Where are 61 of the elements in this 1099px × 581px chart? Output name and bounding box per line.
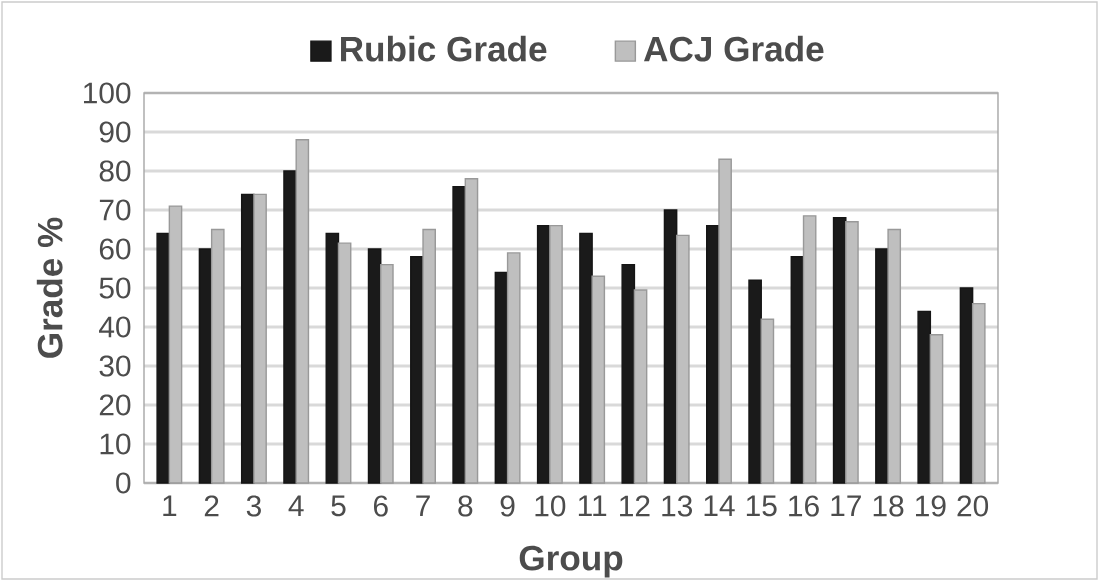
bar [845, 220, 859, 484]
x-tick-label: 17 [831, 495, 861, 516]
bar [760, 318, 775, 484]
bar [971, 302, 986, 484]
bar [295, 139, 310, 484]
y-tick-label: 70 [99, 199, 131, 221]
y-tick-label: 90 [99, 121, 131, 143]
x-tick-label: 12 [620, 495, 650, 517]
x-tick-label: 13 [662, 495, 693, 517]
x-tick-label: 9 [500, 495, 515, 517]
bar [887, 228, 902, 484]
legend-label: ACJ Grade [643, 35, 824, 62]
bar [506, 252, 521, 484]
x-tick-label: 5 [331, 495, 346, 517]
x-tick-label: 10 [535, 495, 566, 517]
x-tick-label: 14 [704, 495, 735, 516]
bar [168, 205, 183, 484]
x-tick-label: 20 [957, 495, 989, 517]
bar [422, 228, 436, 484]
y-tick-label: 50 [99, 277, 131, 299]
bar [253, 193, 267, 484]
bar [621, 263, 636, 484]
bar [464, 178, 479, 484]
x-tick-label: 11 [578, 495, 607, 516]
bar [633, 289, 648, 484]
y-tick-label: 60 [99, 238, 131, 260]
legend-label: Rubic Grade [341, 35, 547, 62]
x-tick-label: 8 [458, 495, 473, 517]
bar [917, 310, 932, 484]
bar [591, 275, 606, 484]
x-tick-label: 1 [163, 495, 177, 516]
x-tick-label: 15 [746, 495, 777, 517]
x-tick-label: 2 [204, 495, 219, 517]
x-tick-label: 3 [246, 495, 261, 517]
y-tick-label: 0 [116, 472, 131, 494]
bar [337, 242, 352, 484]
x-axis-title: Group [519, 545, 623, 578]
x-tick-label: 6 [373, 495, 388, 517]
x-tick-label: 16 [789, 495, 819, 517]
y-tick-label: 40 [99, 316, 131, 338]
bar [579, 232, 593, 484]
x-tick-label: 19 [916, 495, 946, 517]
bar [452, 185, 467, 484]
y-tick-label: 10 [100, 433, 131, 455]
y-tick-label: 20 [99, 394, 131, 416]
bar [380, 263, 394, 484]
bar [748, 279, 762, 484]
bar [718, 158, 732, 484]
y-tick-label: 30 [99, 355, 131, 377]
bar [156, 232, 171, 484]
x-tick-label: 7 [416, 495, 430, 516]
y-tick-label: 80 [99, 160, 131, 182]
y-tick-label: 100 [84, 82, 131, 104]
bar [210, 228, 225, 484]
x-tick-label: 4 [288, 495, 304, 516]
bar [675, 234, 690, 484]
y-axis-title: Grade % [36, 217, 63, 358]
bar [802, 215, 817, 484]
bar [549, 224, 563, 484]
x-tick-label: 18 [873, 495, 904, 517]
bar [929, 334, 944, 484]
